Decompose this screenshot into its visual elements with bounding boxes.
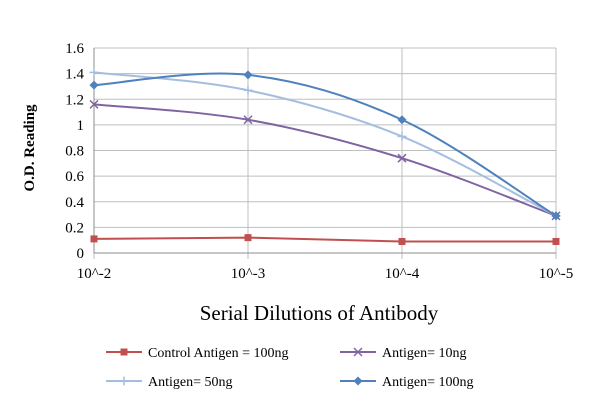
y-tick-labels: 0 0.2 0.4 0.6 0.8 1 1.2 1.4 1.6 bbox=[65, 41, 84, 262]
data-point-antigen-100ng bbox=[397, 115, 407, 125]
legend: Control Antigen = 100ng Antigen= 10ng Anti… bbox=[106, 346, 474, 390]
series-group bbox=[89, 67, 561, 245]
data-point-antigen-10ng bbox=[397, 153, 407, 163]
y-tick-label: 0 bbox=[77, 246, 85, 262]
data-point-control-antigen-100ng bbox=[398, 237, 406, 245]
series-line-antigen-10ng bbox=[93, 103, 557, 217]
data-point-antigen-50ng bbox=[89, 67, 99, 77]
legend-marker-antigen-10ng bbox=[353, 347, 363, 357]
data-point-antigen-50ng bbox=[243, 85, 253, 95]
x-tick-label: 10^-2 bbox=[77, 266, 112, 282]
series-line-antigen-100ng bbox=[93, 72, 557, 217]
legend-label-control-antigen-100ng: Control Antigen = 100ng bbox=[148, 346, 289, 361]
data-point-antigen-50ng bbox=[397, 131, 407, 141]
y-tick-label: 1.4 bbox=[65, 67, 84, 83]
data-point-control-antigen-100ng bbox=[90, 235, 98, 243]
grid-lines bbox=[93, 47, 557, 259]
y-tick-label: 1 bbox=[77, 118, 85, 134]
legend-label-antigen-50ng: Antigen= 50ng bbox=[148, 375, 233, 390]
x-axis-label: Serial Dilutions of Antibody bbox=[200, 301, 439, 325]
y-axis-label: O.D. Reading bbox=[22, 104, 38, 192]
y-tick-label: 1.6 bbox=[65, 41, 84, 57]
y-tick-label: 0.6 bbox=[65, 169, 84, 185]
y-tick-label: 0.8 bbox=[65, 144, 84, 160]
y-tick-label: 0.4 bbox=[65, 195, 84, 211]
data-point-antigen-100ng bbox=[551, 211, 561, 221]
legend-marker-antigen-50ng bbox=[119, 376, 129, 386]
data-point-control-antigen-100ng bbox=[244, 234, 252, 242]
x-tick-label: 10^-4 bbox=[385, 266, 420, 282]
data-point-control-antigen-100ng bbox=[552, 237, 560, 245]
series-line-antigen-50ng bbox=[93, 71, 557, 217]
x-tick-labels: 10^-2 10^-3 10^-4 10^-5 bbox=[77, 266, 574, 282]
data-point-antigen-100ng bbox=[243, 70, 253, 80]
legend-label-antigen-10ng: Antigen= 10ng bbox=[382, 346, 467, 361]
legend-label-antigen-100ng: Antigen= 100ng bbox=[382, 375, 474, 390]
legend-marker-antigen-100ng bbox=[353, 376, 363, 386]
series-line-control-antigen-100ng bbox=[93, 236, 556, 243]
x-tick-label: 10^-5 bbox=[539, 266, 574, 282]
data-point-antigen-10ng bbox=[89, 99, 99, 109]
y-tick-label: 1.2 bbox=[65, 92, 84, 108]
data-point-antigen-10ng bbox=[243, 115, 253, 125]
legend-marker-control-antigen-100ng bbox=[120, 348, 128, 356]
y-tick-label: 0.2 bbox=[65, 220, 84, 236]
data-point-antigen-100ng bbox=[89, 80, 99, 90]
x-tick-label: 10^-3 bbox=[231, 266, 266, 282]
